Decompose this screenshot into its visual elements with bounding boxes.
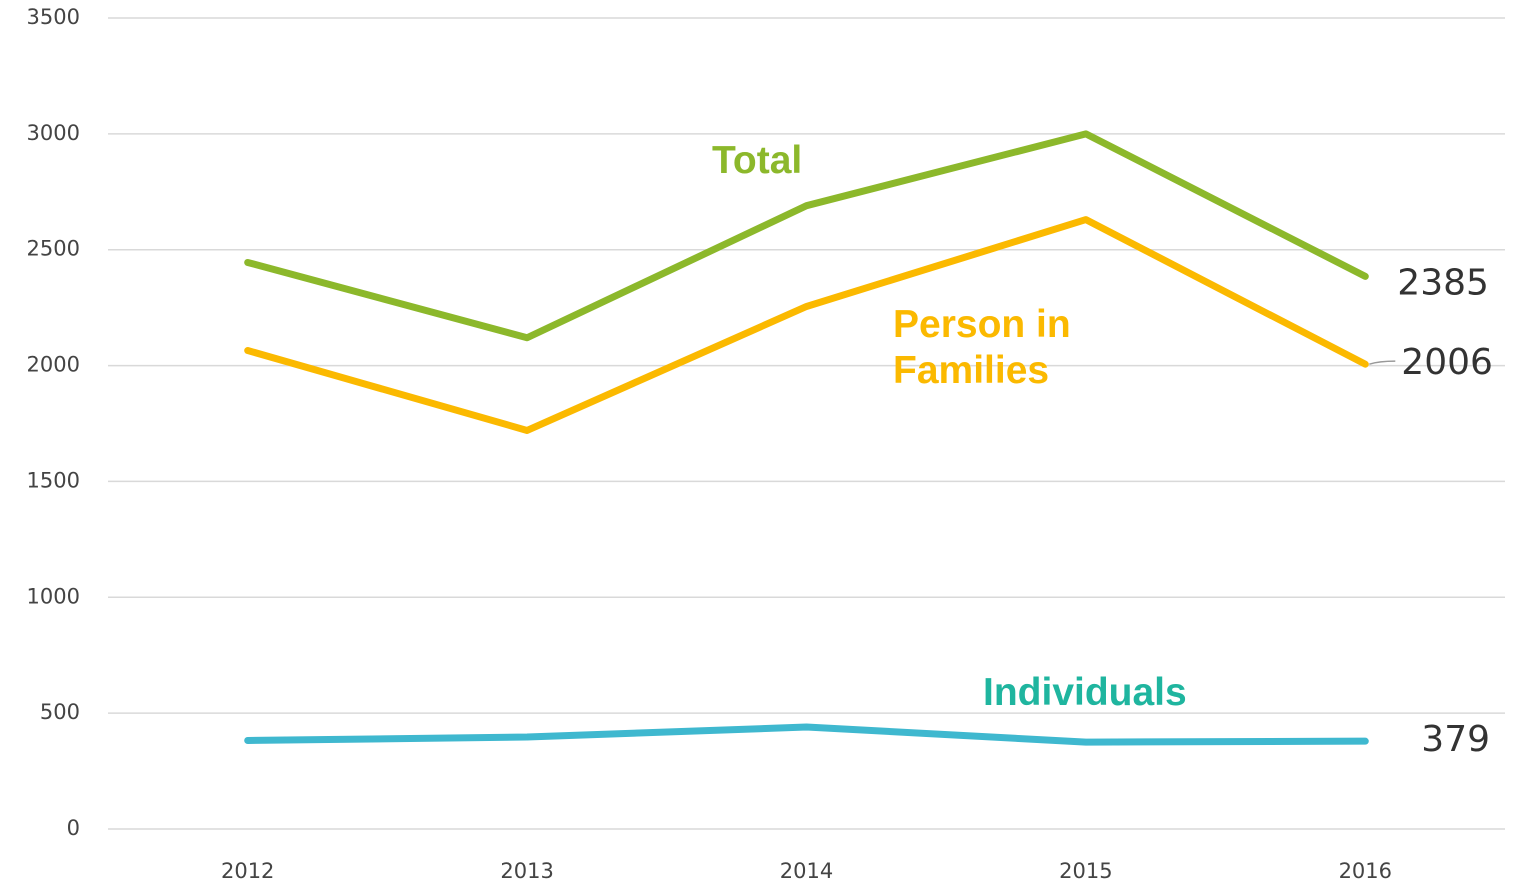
y-tick-label: 2500	[27, 237, 80, 261]
x-tick-label: 2014	[780, 859, 833, 883]
series-label: Person in Families	[893, 303, 1071, 392]
y-tick-label: 1000	[27, 584, 80, 608]
y-tick-label: 3500	[27, 5, 80, 29]
y-tick-label: 3000	[27, 121, 80, 145]
y-tick-label: 2000	[27, 353, 80, 377]
x-tick-label: 2016	[1339, 859, 1392, 883]
data-label: 2385	[1397, 262, 1489, 303]
series-line	[244, 723, 1369, 746]
y-tick-label: 0	[67, 816, 80, 840]
series-line	[244, 130, 1369, 342]
leader-line	[1369, 360, 1396, 365]
x-tick-label: 2015	[1059, 859, 1112, 883]
series-label: Total	[712, 139, 803, 182]
series-line	[244, 216, 1369, 434]
data-label: 2006	[1401, 342, 1493, 383]
y-tick-label: 500	[40, 700, 80, 724]
x-tick-label: 2013	[500, 859, 553, 883]
y-tick-label: 1500	[27, 468, 80, 492]
x-tick-label: 2012	[221, 859, 274, 883]
data-label: 379	[1421, 719, 1490, 760]
series-label: Individuals	[983, 671, 1187, 714]
